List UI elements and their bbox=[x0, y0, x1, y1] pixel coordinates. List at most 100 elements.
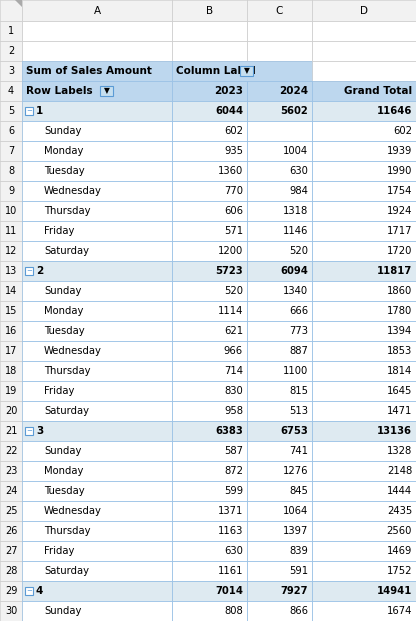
Text: 3: 3 bbox=[8, 66, 14, 76]
Bar bbox=[172, 501, 247, 521]
Bar bbox=[22, 281, 172, 301]
Text: 21: 21 bbox=[5, 426, 17, 436]
Text: 18: 18 bbox=[5, 366, 17, 376]
Text: 845: 845 bbox=[289, 486, 308, 496]
Text: A: A bbox=[94, 6, 101, 16]
Text: Thursday: Thursday bbox=[44, 366, 91, 376]
Text: 1720: 1720 bbox=[386, 246, 412, 256]
Bar bbox=[247, 381, 312, 401]
Bar bbox=[172, 81, 247, 101]
Text: 16: 16 bbox=[5, 326, 17, 336]
Text: 872: 872 bbox=[224, 466, 243, 476]
Text: 1161: 1161 bbox=[218, 566, 243, 576]
Text: 6: 6 bbox=[8, 126, 14, 136]
Bar bbox=[247, 121, 312, 141]
Text: 1990: 1990 bbox=[386, 166, 412, 176]
Text: 20: 20 bbox=[5, 406, 17, 416]
Text: Monday: Monday bbox=[44, 466, 83, 476]
Text: 12: 12 bbox=[5, 246, 17, 256]
Bar bbox=[0, 241, 22, 261]
Bar bbox=[312, 481, 416, 501]
Bar bbox=[312, 341, 416, 361]
Bar bbox=[312, 21, 416, 41]
Text: −: − bbox=[26, 268, 32, 274]
Text: 2148: 2148 bbox=[387, 466, 412, 476]
Bar bbox=[22, 221, 172, 241]
Bar bbox=[22, 261, 172, 281]
Bar bbox=[100, 86, 113, 96]
Text: 571: 571 bbox=[224, 226, 243, 236]
Bar bbox=[312, 221, 416, 241]
Bar bbox=[0, 381, 22, 401]
Text: −: − bbox=[26, 428, 32, 434]
Bar bbox=[312, 561, 416, 581]
Bar bbox=[0, 421, 22, 441]
Text: 15: 15 bbox=[5, 306, 17, 316]
Text: 1469: 1469 bbox=[386, 546, 412, 556]
Bar bbox=[172, 241, 247, 261]
Bar bbox=[312, 381, 416, 401]
Bar bbox=[247, 101, 312, 121]
Bar bbox=[247, 181, 312, 201]
Text: Thursday: Thursday bbox=[44, 526, 91, 536]
Text: 14: 14 bbox=[5, 286, 17, 296]
Text: 1114: 1114 bbox=[218, 306, 243, 316]
Bar bbox=[22, 141, 172, 161]
Text: Saturday: Saturday bbox=[44, 406, 89, 416]
Bar bbox=[25, 107, 33, 115]
Bar bbox=[22, 201, 172, 221]
Text: 1064: 1064 bbox=[283, 506, 308, 516]
Bar bbox=[0, 121, 22, 141]
Bar bbox=[22, 341, 172, 361]
Bar bbox=[0, 41, 22, 61]
Bar bbox=[22, 101, 172, 121]
Text: 520: 520 bbox=[224, 286, 243, 296]
Text: 621: 621 bbox=[224, 326, 243, 336]
Bar bbox=[247, 161, 312, 181]
Bar bbox=[22, 321, 172, 341]
Text: ▼: ▼ bbox=[243, 66, 250, 76]
Text: Wednesday: Wednesday bbox=[44, 346, 102, 356]
Text: −: − bbox=[26, 588, 32, 594]
Text: Sum of Sales Amount: Sum of Sales Amount bbox=[26, 66, 152, 76]
Bar bbox=[172, 341, 247, 361]
Bar bbox=[0, 201, 22, 221]
Text: 984: 984 bbox=[289, 186, 308, 196]
Bar bbox=[172, 201, 247, 221]
Bar bbox=[0, 301, 22, 321]
Bar bbox=[247, 361, 312, 381]
Text: 5602: 5602 bbox=[280, 106, 308, 116]
Bar bbox=[312, 401, 416, 421]
Bar bbox=[172, 381, 247, 401]
Text: 714: 714 bbox=[224, 366, 243, 376]
Text: 5723: 5723 bbox=[215, 266, 243, 276]
Text: 22: 22 bbox=[5, 446, 17, 456]
Bar bbox=[172, 361, 247, 381]
Text: 587: 587 bbox=[224, 446, 243, 456]
Text: 23: 23 bbox=[5, 466, 17, 476]
Bar bbox=[247, 461, 312, 481]
Bar bbox=[312, 421, 416, 441]
Text: 1939: 1939 bbox=[386, 146, 412, 156]
Bar bbox=[172, 41, 247, 61]
Bar bbox=[312, 301, 416, 321]
Text: 2435: 2435 bbox=[387, 506, 412, 516]
Bar bbox=[172, 321, 247, 341]
Text: −: − bbox=[26, 108, 32, 114]
Text: 1360: 1360 bbox=[218, 166, 243, 176]
Bar bbox=[0, 501, 22, 521]
Bar bbox=[312, 601, 416, 621]
Bar bbox=[0, 561, 22, 581]
Bar bbox=[312, 121, 416, 141]
Text: 1276: 1276 bbox=[282, 466, 308, 476]
Bar bbox=[0, 21, 22, 41]
Bar bbox=[240, 66, 253, 76]
Text: 28: 28 bbox=[5, 566, 17, 576]
Bar bbox=[0, 361, 22, 381]
Bar bbox=[172, 461, 247, 481]
Polygon shape bbox=[15, 0, 22, 7]
Bar bbox=[22, 121, 172, 141]
Text: 770: 770 bbox=[224, 186, 243, 196]
Bar bbox=[0, 101, 22, 121]
Text: 773: 773 bbox=[289, 326, 308, 336]
